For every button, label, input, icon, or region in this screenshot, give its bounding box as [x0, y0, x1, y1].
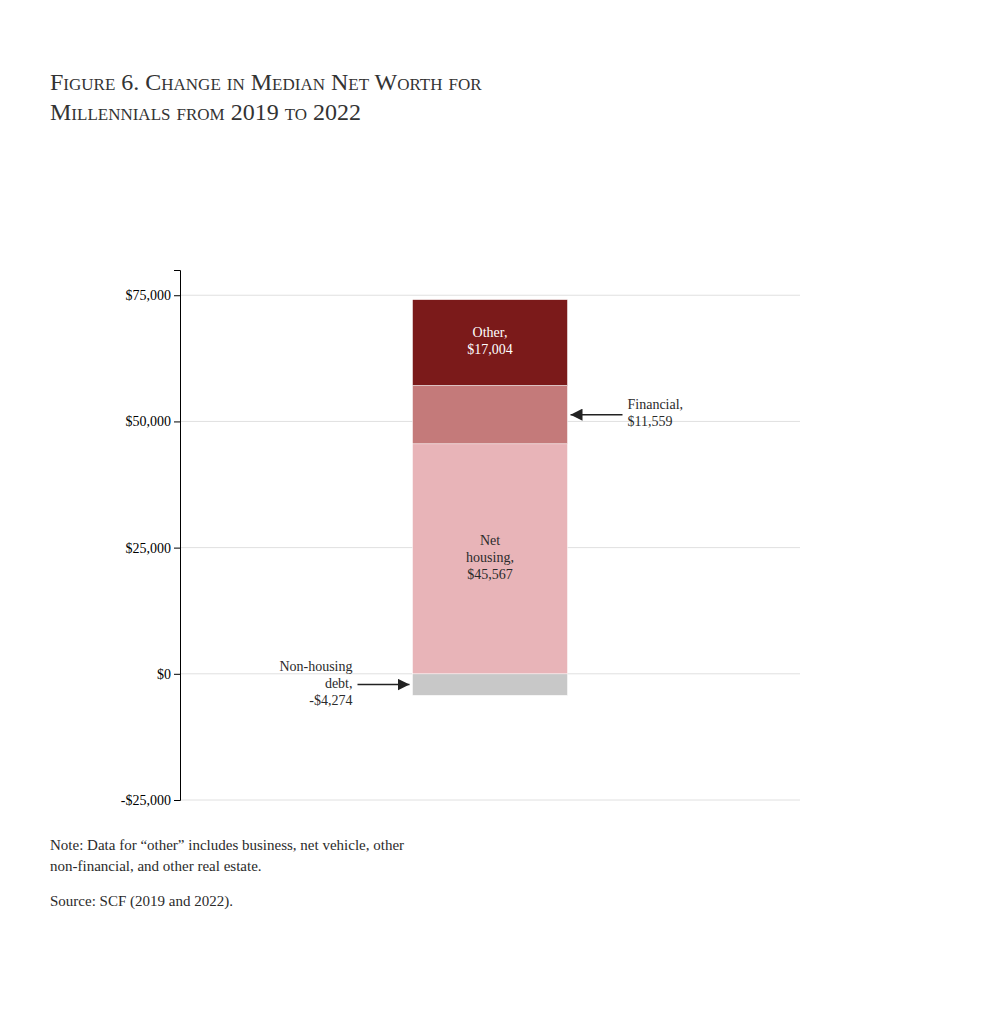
- data-label: Nethousing,$45,567: [466, 533, 514, 582]
- y-tick-mark: [174, 548, 180, 549]
- data-label: Other,$17,004: [467, 325, 513, 357]
- y-axis-line: [174, 271, 181, 801]
- y-tick-label: $25,000: [126, 541, 172, 556]
- y-tick: $25,000: [126, 541, 181, 556]
- label-arrow: [358, 684, 410, 686]
- annotation: Source: SCF (2019 and 2022).: [50, 893, 233, 910]
- grid-line: [180, 800, 800, 801]
- y-axis: -$25,000 $0 $25,000 $50,000 $75,000: [121, 271, 181, 808]
- grid: [180, 295, 800, 800]
- bar-segment: [413, 300, 568, 386]
- y-tick-mark: [174, 674, 180, 675]
- bars: [413, 300, 568, 696]
- y-tick-label: $50,000: [126, 414, 172, 429]
- grid-line: [180, 295, 800, 296]
- annotations: Note: Data for “other” includes business…: [50, 837, 404, 910]
- label-arrow: [571, 414, 623, 416]
- data-labels: Non-housingdebt,-$4,274 Nethousing,$45,56…: [279, 325, 683, 708]
- y-tick: $0: [157, 667, 180, 682]
- title: Figure 6. Change in Median Net Worth for…: [50, 69, 482, 125]
- bar-segment: [413, 385, 568, 443]
- y-tick-mark: [174, 295, 180, 296]
- y-tick-label: $0: [157, 667, 171, 682]
- y-tick-label: $75,000: [126, 288, 172, 303]
- y-tick: $50,000: [126, 414, 181, 429]
- bar-segment: [413, 674, 568, 696]
- data-label: Financial,$11,559: [628, 397, 684, 429]
- y-tick-label: -$25,000: [121, 793, 171, 808]
- y-tick: -$25,000: [121, 793, 180, 808]
- y-tick-mark: [174, 800, 180, 801]
- data-label: Non-housingdebt,-$4,274: [279, 659, 352, 708]
- y-tick-mark: [174, 421, 180, 422]
- annotation: Note: Data for “other” includes business…: [50, 837, 404, 874]
- chart: Figure 6. Change in Median Net Worth for…: [0, 0, 1005, 1024]
- bar-segment: [413, 444, 568, 674]
- y-tick: $75,000: [126, 288, 181, 303]
